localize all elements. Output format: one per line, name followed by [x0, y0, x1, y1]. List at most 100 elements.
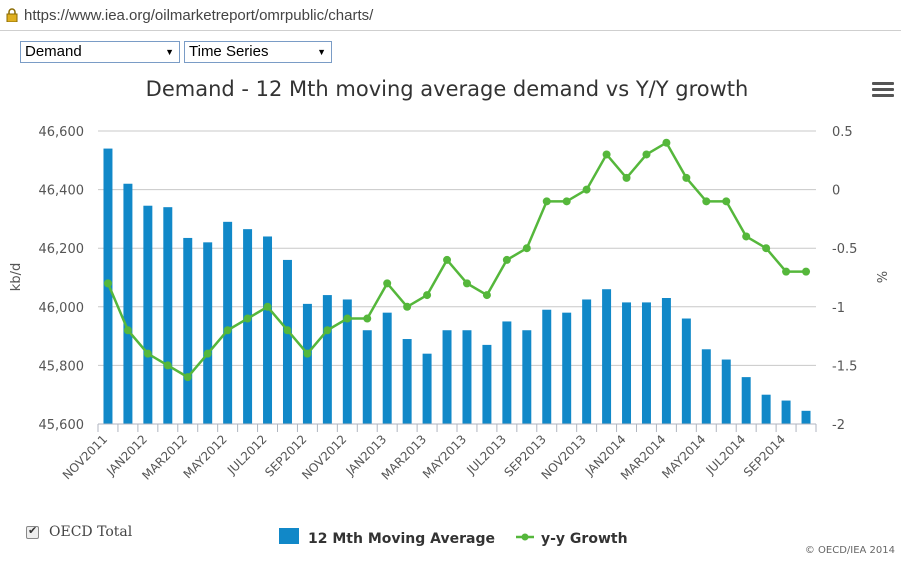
axes: 45,600 45,800 46,000 46,200 46,400 46,600 -2 -1… [39, 125, 858, 483]
bar [801, 410, 811, 424]
bar [402, 339, 412, 424]
line-point [283, 326, 292, 335]
bar [661, 298, 671, 424]
bar [442, 330, 452, 424]
x-tick-label: JUL2014 [703, 432, 749, 478]
line-point [303, 349, 312, 358]
bar [522, 330, 532, 424]
bar [342, 299, 352, 424]
y2-axis-title: % [873, 271, 888, 283]
x-tick-label: SEP2013 [502, 432, 549, 479]
y-tick-label: 45,800 [39, 359, 85, 374]
bar-series [103, 148, 811, 424]
legend-bar-label: 12 Mth Moving Average [308, 531, 495, 547]
x-tick-label: MAR2014 [618, 432, 669, 483]
line-point [482, 291, 491, 300]
bar [282, 259, 292, 424]
bar [243, 229, 253, 424]
x-tick-label: NOV2012 [299, 432, 349, 482]
bar [641, 302, 651, 424]
legend-line-label: y-y Growth [541, 531, 628, 547]
line-point [183, 373, 192, 382]
line-point [203, 349, 212, 358]
url-bar[interactable]: https://www.iea.org/oilmarketreport/omrp… [0, 0, 901, 31]
bar [223, 221, 233, 424]
bar [482, 344, 492, 424]
line-point [423, 291, 432, 300]
oecd-total-label: OECD Total [49, 524, 133, 540]
bar [781, 400, 791, 424]
bar [542, 309, 552, 424]
bar [761, 394, 771, 424]
lock-icon [6, 8, 18, 22]
growth-line [106, 141, 807, 379]
bar [582, 299, 592, 424]
line-point [343, 314, 352, 323]
x-tick-label: NOV2013 [539, 432, 589, 482]
y2-tick-label: 0.5 [832, 125, 853, 140]
bar [163, 207, 173, 424]
bar [562, 312, 572, 424]
line-point [223, 326, 232, 335]
legend: 12 Mth Moving Average y-y Growth [279, 528, 628, 547]
bar [602, 289, 612, 424]
bar [462, 330, 472, 424]
bar [143, 205, 153, 424]
y-tick-label: 46,600 [39, 125, 85, 140]
y-axis-title: kb/d [9, 263, 24, 291]
view-select[interactable]: Time Series ▼ [184, 41, 332, 63]
x-tick-label: JAN2013 [343, 432, 390, 479]
y-tick-label: 46,000 [39, 301, 85, 316]
bar [701, 349, 711, 424]
line-point [682, 173, 691, 182]
oecd-total-toggle[interactable]: OECD Total [26, 524, 132, 540]
line-point [363, 314, 372, 323]
line-point [642, 150, 651, 159]
chart-menu-icon[interactable] [872, 82, 894, 102]
x-tick-label: MAY2013 [420, 432, 469, 481]
bar [622, 302, 632, 424]
bar [322, 295, 332, 424]
bar [681, 318, 691, 424]
line-point [742, 232, 751, 241]
line-point [762, 244, 771, 253]
line-point [443, 255, 452, 264]
indicator-select[interactable]: Demand ▼ [20, 41, 180, 63]
line-point [403, 302, 412, 311]
x-tick-label: JAN2014 [582, 432, 629, 479]
legend-line-marker [521, 533, 529, 541]
x-tick-label: MAY2012 [181, 432, 230, 481]
legend-item-bars[interactable]: 12 Mth Moving Average [279, 528, 495, 547]
line-point [702, 197, 711, 206]
x-tick-label: MAR2013 [379, 432, 430, 483]
bar [362, 330, 372, 424]
x-tick-label: MAR2012 [139, 432, 190, 483]
line-point [722, 197, 731, 206]
legend-item-line[interactable]: y-y Growth [516, 531, 628, 547]
y2-tick-label: 0 [832, 184, 840, 199]
y-tick-label: 46,200 [39, 242, 85, 257]
bar [422, 353, 432, 424]
x-tick-label: JUL2013 [463, 432, 509, 478]
bar [263, 236, 273, 424]
line-point [502, 255, 511, 264]
indicator-select-value: Demand [25, 43, 82, 60]
y2-tick-label: -0.5 [832, 242, 857, 257]
bar [382, 312, 392, 424]
x-tick-label: NOV2011 [60, 432, 110, 482]
chart-title: Demand - 12 Mth moving average demand vs… [146, 77, 749, 101]
y-tick-label: 46,400 [39, 184, 85, 199]
line-point [602, 150, 611, 159]
line-point [163, 361, 172, 370]
line-point [323, 326, 332, 335]
bar [302, 303, 312, 424]
line-point [802, 267, 811, 276]
line-point [263, 302, 272, 311]
line-series [103, 138, 811, 382]
x-tick-label: SEP2014 [741, 432, 788, 479]
line-point [143, 349, 152, 358]
grid-lines [98, 130, 816, 425]
checkbox-icon[interactable] [26, 524, 39, 539]
dropdown-arrow-icon: ▼ [165, 47, 174, 57]
